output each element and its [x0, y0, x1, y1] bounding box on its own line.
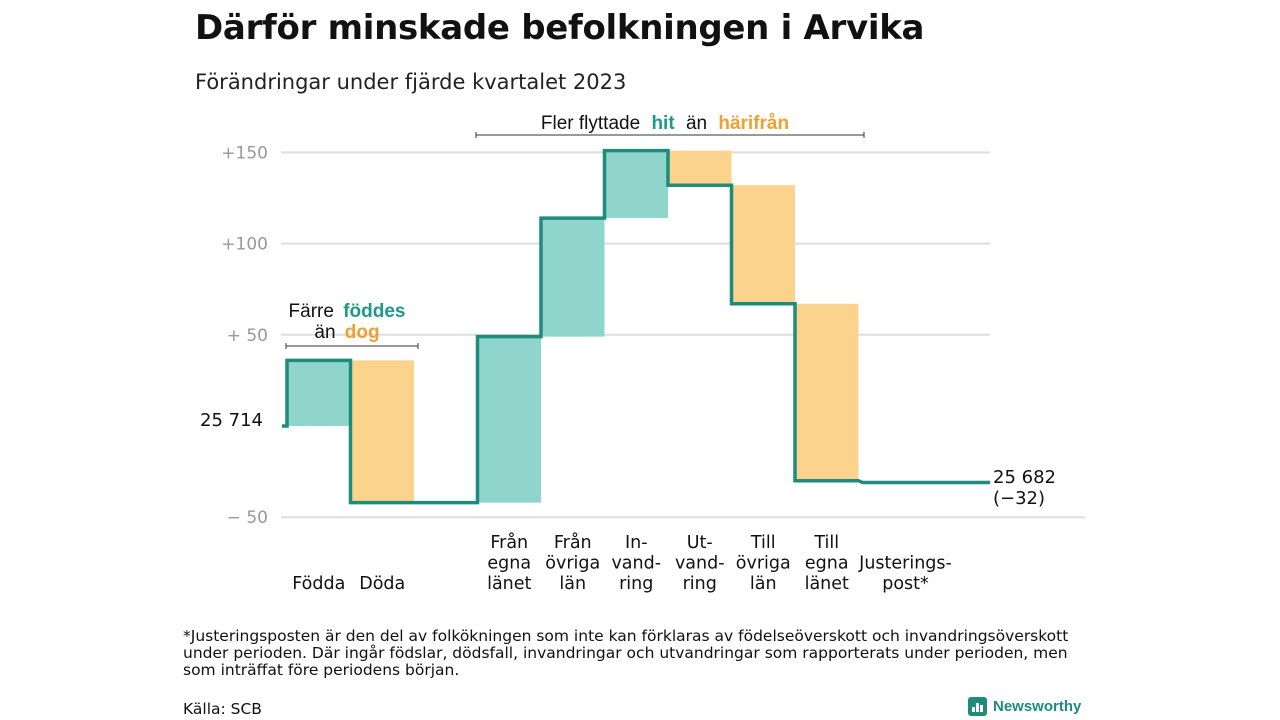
population-step-line — [282, 148, 990, 505]
migration-annotation-middle: än — [686, 113, 707, 134]
change-bar-outflow — [668, 150, 732, 186]
migration-annotation-harifran: härifrån — [718, 113, 789, 134]
migration-annotation: Fler flyttade hit än härifrån — [475, 113, 865, 138]
change-bar-outflow — [795, 303, 859, 481]
end-change-label: (−32) — [993, 488, 1045, 509]
category-label: Födda — [292, 574, 345, 594]
category-label: Till — [813, 533, 839, 553]
svg-text:än dog: än dog — [314, 322, 379, 343]
change-bar-outflow — [731, 185, 795, 304]
change-bar-outflow — [350, 360, 414, 503]
source-label: Källa: SCB — [183, 700, 262, 718]
category-label: länet — [487, 574, 531, 594]
births-annotation-highlight: föddes — [343, 301, 405, 322]
category-label: län — [559, 574, 586, 594]
annotations: 25 714 25 682 (−32) Färre föddes än dog … — [200, 113, 1056, 509]
births-annotation-line2-prefix: än — [314, 322, 335, 343]
category-label: vand- — [611, 554, 661, 574]
category-label: län — [750, 574, 777, 594]
category-label: Ut- — [687, 533, 713, 553]
change-bar-inflow — [477, 336, 541, 503]
category-label: egna — [805, 554, 849, 574]
start-value-label: 25 714 — [200, 410, 263, 431]
category-label: vand- — [675, 554, 725, 574]
svg-text:Fler flyttade hit: Fler flyttade hit än härifrån — [541, 113, 789, 134]
category-label: Justerings- — [858, 554, 952, 574]
y-tick-label: + 50 — [227, 326, 268, 346]
brand-name: Newsworthy — [993, 698, 1082, 715]
y-tick-label: +100 — [221, 235, 268, 255]
change-bar-inflow — [604, 150, 668, 219]
category-label: Från — [554, 532, 592, 553]
category-label: Till — [750, 533, 776, 553]
category-label: övriga — [736, 554, 791, 574]
chart-title: Därför minskade befolkningen i Arvika — [195, 8, 925, 48]
category-label: post* — [882, 574, 929, 594]
births-annotation-line2-highlight: dog — [345, 322, 380, 343]
category-labels: Födda DödaFrånegnalänetFrånövrigalänIn-va… — [292, 532, 952, 594]
births-annotation: Färre föddes än dog — [285, 301, 419, 349]
migration-annotation-prefix: Fler flyttade — [541, 113, 640, 134]
category-label: ring — [683, 574, 717, 594]
waterfall-chart: +150+100+ 50− 50 Födda DödaFrånegnalänetF… — [200, 113, 1085, 594]
category-label: Döda — [359, 574, 405, 594]
y-tick-labels: +150 +100 + 50 − 50 — [221, 143, 268, 528]
category-label: ring — [619, 574, 653, 594]
category-label: Från — [490, 532, 528, 553]
y-tick-label: − 50 — [227, 508, 268, 528]
svg-text:Färre föddes: Färre föddes — [289, 301, 406, 322]
change-bar-inflow — [541, 218, 605, 337]
category-label: länet — [805, 574, 849, 594]
change-bar-inflow — [287, 360, 351, 426]
bar-chart-icon — [968, 697, 987, 716]
brand-logo: Newsworthy — [968, 697, 1081, 716]
category-label: egna — [487, 554, 531, 574]
category-label: In- — [625, 533, 648, 553]
migration-annotation-hit: hit — [651, 113, 675, 134]
chart-subtitle: Förändringar under fjärde kvartalet 2023 — [195, 70, 627, 94]
y-tick-label: +150 — [221, 143, 268, 163]
footnote: *Justeringsposten är den del av folkökni… — [183, 627, 1069, 679]
category-label: övriga — [545, 554, 600, 574]
change-bars — [287, 150, 859, 503]
end-value-label: 25 682 — [993, 467, 1056, 488]
births-annotation-prefix: Färre — [289, 301, 334, 322]
